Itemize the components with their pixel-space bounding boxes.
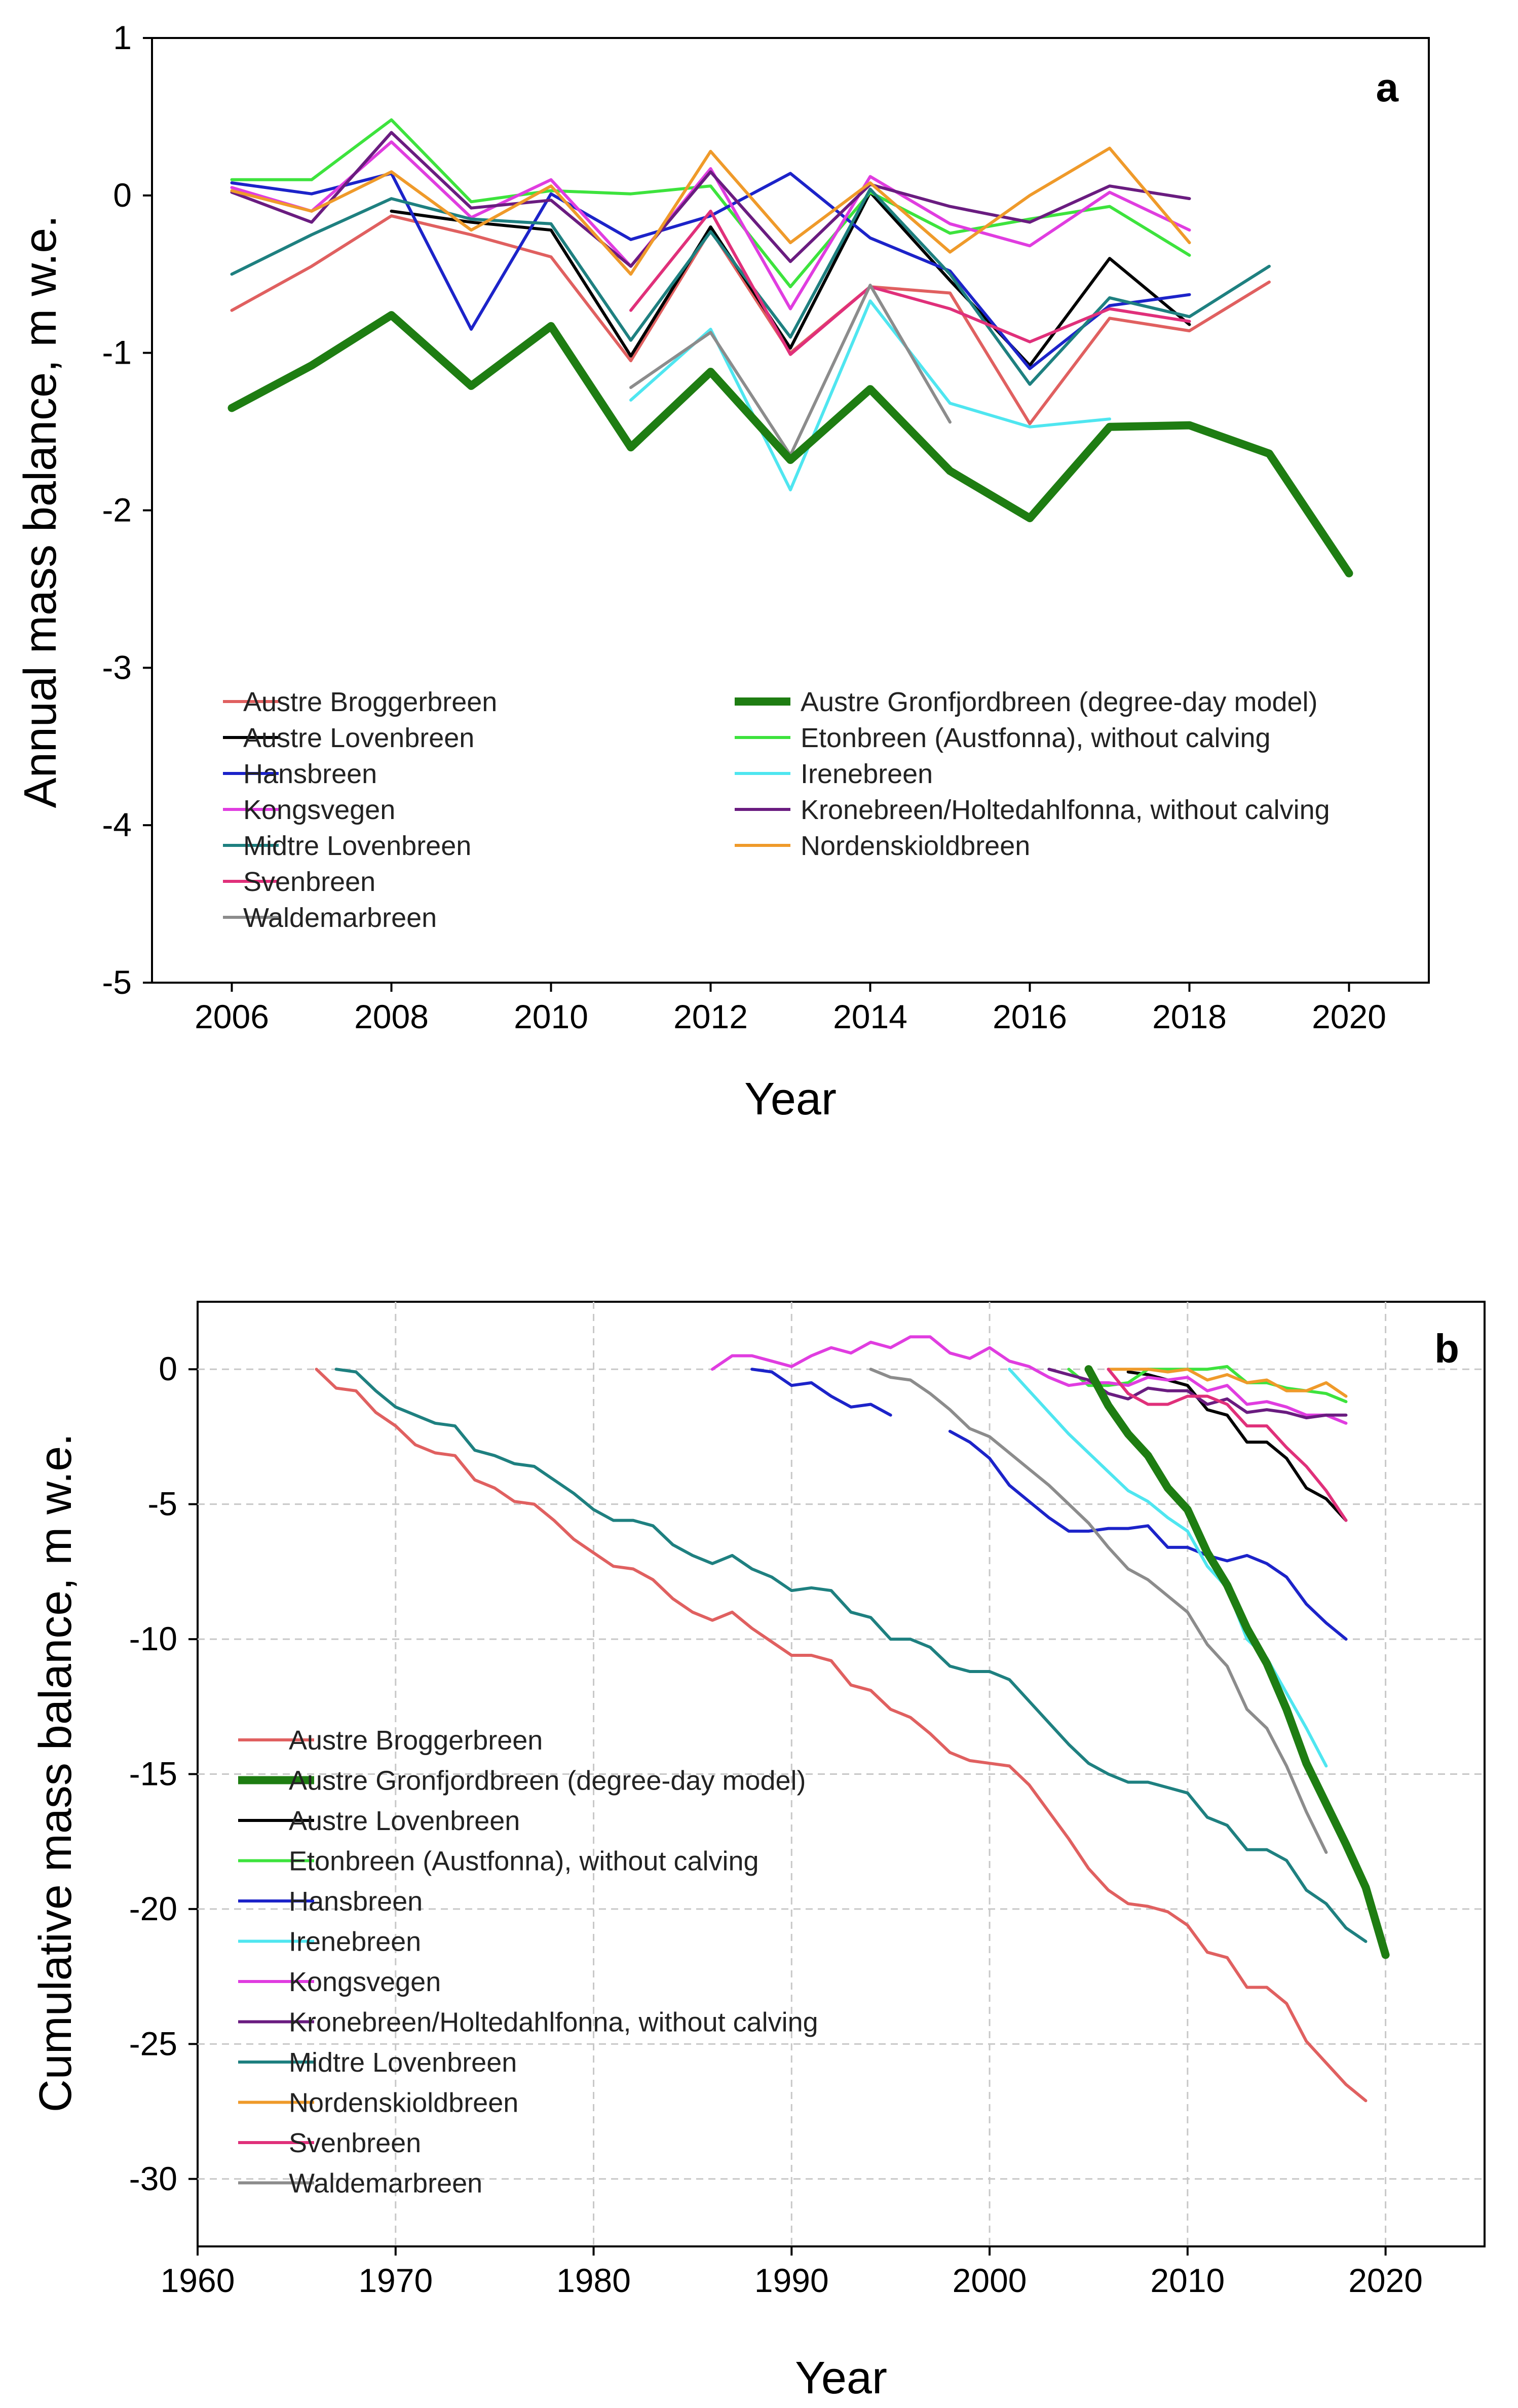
y-tick-label--3: -3 <box>102 648 132 686</box>
x-tick-label-1970: 1970 <box>358 2262 433 2299</box>
series-line-nordenskioldbreen <box>230 146 1191 276</box>
legend-b: Austre Broggerbreen Austre Gronfjordbreen… <box>238 1725 818 2199</box>
x-tick-label-2008: 2008 <box>354 998 429 1035</box>
legend-label-nordenskioldbreen: Nordenskioldbreen <box>801 831 1030 861</box>
series-group-b <box>315 1335 1390 2103</box>
y-axis-title-b: Cumulative mass balance, m w.e. <box>30 1433 81 2113</box>
y-tick-label--25: -25 <box>129 2025 177 2062</box>
series-line-hansbreen-segment-2 <box>948 1429 1348 1641</box>
series-line-waldemarbreen <box>629 284 952 457</box>
y-axis-title-a: Annual mass balance, m w.e. <box>15 215 66 808</box>
legend-label-irenebreen: Irenebreen <box>801 759 933 789</box>
series-line-svenbreen <box>1107 1368 1348 1522</box>
legend-label-svenbreen: Svenbreen <box>289 2128 421 2158</box>
panel-label-a: a <box>1376 65 1399 110</box>
axis-ticks-b: 1960 1970 1980 1990 2000 2010 2020 0 -5 -10 -15 -20… <box>129 1350 1423 2299</box>
y-tick-label--5: -5 <box>147 1485 177 1523</box>
series-line-austre-gronfjordbreen-degree-day-model <box>1084 1365 1390 1959</box>
series-line-kronebreen-holtedahlfonna-without-calving <box>230 131 1191 268</box>
series-line-irenebreen <box>629 299 1111 492</box>
series-line-hansbreen <box>230 172 1191 370</box>
legend-label-austre-gronfjordbreen-degree-day-model: Austre Gronfjordbreen (degree-day model) <box>289 1766 806 1796</box>
y-tick-label--10: -10 <box>129 1620 177 1657</box>
x-tick-label-2006: 2006 <box>195 998 269 1035</box>
y-tick-label--5: -5 <box>102 963 132 1001</box>
y-tick-label--2: -2 <box>102 491 132 529</box>
series-line-kongsvegen <box>230 140 1191 310</box>
legend-label-austre-broggerbreen: Austre Broggerbreen <box>289 1725 543 1756</box>
axis-ticks-a: 2006 2008 2010 2012 2014 2016 2018 2020 1 0 -1 -2 -3… <box>102 19 1386 1035</box>
series-line-waldemarbreen <box>869 1368 1328 1854</box>
legend-label-etonbreen-austfonna-without-calving: Etonbreen (Austfonna), without calving <box>801 723 1271 753</box>
x-tick-label-2012: 2012 <box>673 998 748 1035</box>
series-line-austre-broggerbreen <box>315 1368 1368 2103</box>
legend-label-austre-broggerbreen: Austre Broggerbreen <box>243 687 497 717</box>
legend-label-midtre-lovenbreen: Midtre Lovenbreen <box>243 831 471 861</box>
series-group-a <box>227 118 1353 577</box>
legend-label-waldemarbreen: Waldemarbreen <box>243 903 437 933</box>
y-tick-label--1: -1 <box>102 334 132 371</box>
series-line-irenebreen <box>1008 1368 1328 1768</box>
series-line-midtre-lovenbreen <box>334 1368 1368 1943</box>
y-tick-label-1: 1 <box>113 19 132 56</box>
x-tick-label-2010: 2010 <box>1150 2262 1225 2299</box>
legend-label-waldemarbreen: Waldemarbreen <box>289 2168 482 2199</box>
x-tick-label-2014: 2014 <box>833 998 907 1035</box>
y-tick-label-0: 0 <box>113 176 132 214</box>
series-line-hansbreen <box>750 1368 892 1417</box>
legend-label-kongsvegen: Kongsvegen <box>289 1967 441 1997</box>
legend-label-kronebreen-holtedahlfonna-without-calving: Kronebreen/Holtedahlfonna, without calvi… <box>289 2007 818 2038</box>
legend-label-austre-gronfjordbreen-degree-day-model: Austre Gronfjordbreen (degree-day model) <box>801 687 1318 717</box>
legend-label-hansbreen: Hansbreen <box>243 759 377 789</box>
series-line-svenbreen <box>629 209 1191 356</box>
x-tick-label-1980: 1980 <box>556 2262 631 2299</box>
legend-label-kongsvegen: Kongsvegen <box>243 795 395 825</box>
x-tick-label-2000: 2000 <box>953 2262 1027 2299</box>
legend-a: Austre Broggerbreen Austre Gronfjordbreen… <box>223 687 1330 933</box>
x-axis-title-a: Year <box>744 1074 837 1124</box>
legend-label-nordenskioldbreen: Nordenskioldbreen <box>289 2088 518 2118</box>
x-tick-label-2018: 2018 <box>1152 998 1227 1035</box>
series-line-etonbreen-austfonna-without-calving <box>230 118 1191 289</box>
panel-label-b: b <box>1434 1326 1459 1371</box>
x-tick-label-2020: 2020 <box>1348 2262 1423 2299</box>
x-tick-label-2010: 2010 <box>514 998 588 1035</box>
legend-label-irenebreen: Irenebreen <box>289 1927 421 1957</box>
panel-a: 2006 2008 2010 2012 2014 2016 2018 2020 1 0 -1 -2 -3… <box>15 19 1430 1124</box>
y-tick-label--20: -20 <box>129 1890 177 1927</box>
legend-label-hansbreen: Hansbreen <box>289 1886 423 1917</box>
legend-label-etonbreen-austfonna-without-calving: Etonbreen (Austfonna), without calving <box>289 1846 759 1877</box>
series-line-nordenskioldbreen <box>1107 1368 1348 1398</box>
x-tick-label-1990: 1990 <box>754 2262 829 2299</box>
legend-label-austre-lovenbreen: Austre Lovenbreen <box>243 723 474 753</box>
legend-label-svenbreen: Svenbreen <box>243 867 375 897</box>
legend-label-austre-lovenbreen: Austre Lovenbreen <box>289 1806 520 1836</box>
x-tick-label-1960: 1960 <box>161 2262 235 2299</box>
grid-b <box>198 1302 1485 2246</box>
y-tick-label--15: -15 <box>129 1755 177 1793</box>
legend-label-kronebreen-holtedahlfonna-without-calving: Kronebreen/Holtedahlfonna, without calvi… <box>801 795 1330 825</box>
legend-label-midtre-lovenbreen: Midtre Lovenbreen <box>289 2047 517 2078</box>
series-line-kongsvegen <box>711 1335 1348 1425</box>
series-line-austre-gronfjordbreen-degree-day-model <box>227 311 1353 577</box>
panel-b: 1960 1970 1980 1990 2000 2010 2020 0 -5 -10 -15 -20… <box>30 1301 1486 2403</box>
x-tick-label-2020: 2020 <box>1312 998 1386 1035</box>
y-tick-label--30: -30 <box>129 2160 177 2197</box>
series-line-austre-broggerbreen <box>230 214 1271 425</box>
x-tick-label-2016: 2016 <box>993 998 1067 1035</box>
y-tick-label--4: -4 <box>102 806 132 843</box>
x-axis-title-b: Year <box>795 2353 887 2403</box>
y-tick-label-0: 0 <box>159 1350 177 1387</box>
